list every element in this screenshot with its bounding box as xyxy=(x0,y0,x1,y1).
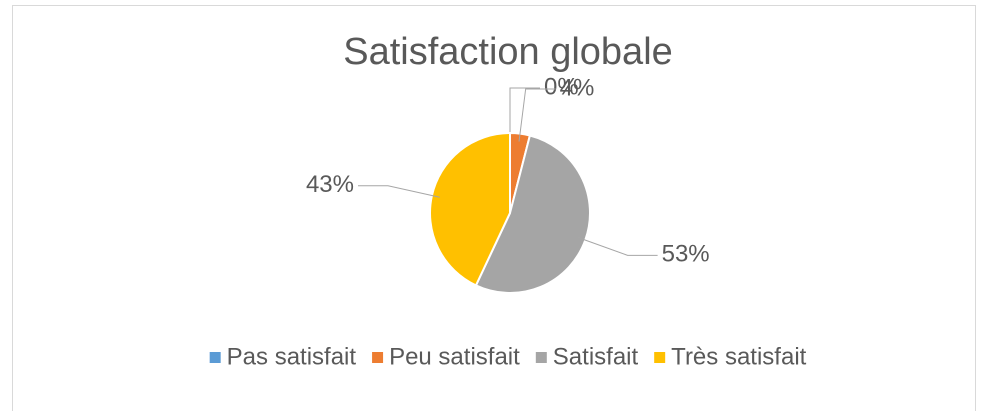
legend-label: Satisfait xyxy=(553,343,639,370)
leader-line xyxy=(358,185,440,198)
leader-line xyxy=(518,88,556,142)
leader-line xyxy=(509,87,540,141)
legend-swatch xyxy=(209,352,221,363)
legend-label: Pas satisfait xyxy=(227,343,357,370)
data-label: 0% xyxy=(544,73,579,100)
data-label: 43% xyxy=(306,171,354,198)
leader-line xyxy=(577,236,658,256)
legend-swatch xyxy=(535,352,547,363)
chart-title: Satisfaction globale xyxy=(343,31,673,73)
data-label: 53% xyxy=(662,241,710,268)
legend-label: Peu satisfait xyxy=(389,343,520,370)
legend-swatch xyxy=(372,352,384,363)
legend-swatch xyxy=(654,352,666,363)
data-label: 4% xyxy=(560,74,595,101)
legend-label: Très satisfait xyxy=(671,343,806,370)
